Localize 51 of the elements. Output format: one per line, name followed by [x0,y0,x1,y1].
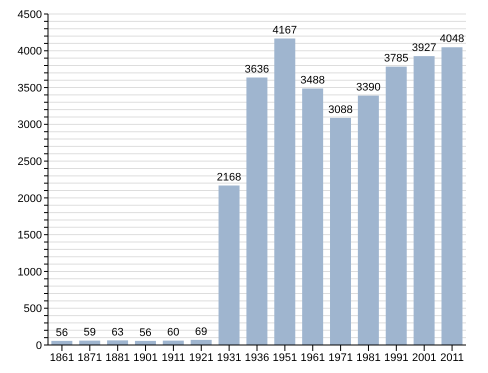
bar [358,96,379,345]
bar [162,340,184,345]
bar [246,78,268,345]
bar [302,88,324,345]
x-tick-label: 1971 [328,352,353,364]
data-label: 4167 [272,24,298,36]
x-tick-label: 1951 [272,352,298,364]
bar [218,186,240,345]
x-tick-label: 1861 [50,352,74,364]
data-label: 3785 [384,52,408,65]
bar [441,47,462,345]
x-tick-label: 1931 [216,352,242,364]
x-tick-label: 1901 [133,352,158,364]
data-label: 3390 [356,82,381,94]
data-label: 63 [111,326,124,338]
bar [330,118,352,345]
y-tick-label: 3000 [18,119,42,132]
x-tick-label: 1921 [189,352,214,364]
y-tick-label: 1500 [18,230,42,242]
bar [386,66,407,345]
x-tick-label: 2001 [412,352,436,364]
data-label: 3636 [244,64,270,76]
x-tick-label: 1871 [78,352,102,364]
y-tick-label: 1000 [18,266,42,278]
data-label: 59 [84,326,96,339]
data-label: 56 [139,326,152,339]
data-label: 4048 [440,33,464,46]
bar [274,38,296,345]
y-tick-label: 500 [24,303,42,316]
x-tick-label: 1936 [244,352,270,364]
data-label: 2168 [216,172,242,184]
x-tick-label: 1991 [384,352,409,364]
y-tick-label: 4000 [18,46,42,58]
data-label: 60 [167,326,180,339]
bar [414,56,435,345]
y-tick-label: 2500 [18,156,42,168]
y-tick-label: 0 [36,340,42,352]
bar [79,340,100,345]
x-tick-label: 2011 [440,352,464,364]
x-tick-label: 1911 [162,352,186,364]
data-label: 3088 [328,104,353,116]
y-tick-label: 2000 [18,192,42,205]
x-tick-label: 1961 [300,352,325,364]
x-tick-label: 1881 [105,352,130,364]
x-tick-label: 1981 [356,352,381,364]
data-label: 3488 [300,74,325,86]
data-label: 3927 [412,42,436,54]
y-tick-label: 3500 [18,82,42,94]
y-tick-label: 4500 [18,8,42,21]
data-label: 69 [195,326,208,338]
data-label: 56 [56,326,68,339]
